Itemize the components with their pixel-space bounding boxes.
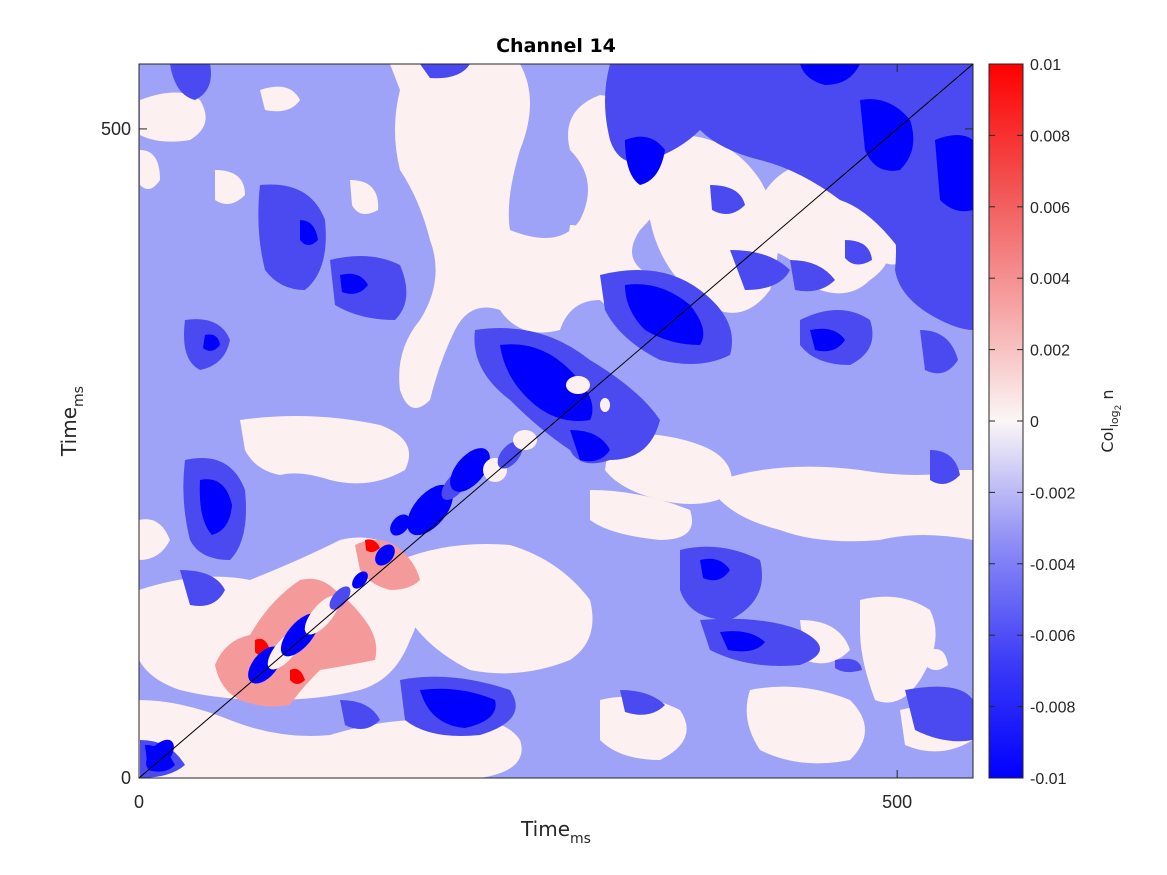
colorbar-tick-label: -0.002 (1030, 485, 1075, 502)
colorbar-tick-label: 0 (1030, 414, 1039, 431)
diag-blob (450, 448, 490, 492)
heatmap-dark-blue-regions (145, 64, 973, 772)
diag-blob (497, 441, 523, 469)
y-axis-ticks: 0 500 (101, 119, 973, 788)
colorbar-tick-label: 0.01 (1030, 57, 1061, 74)
x-tick-label: 500 (882, 792, 912, 812)
diag-blob (390, 514, 410, 536)
x-axis-label: Timems (520, 817, 591, 847)
heatmap-diagonal-structures (146, 376, 610, 771)
colorbar-tick-label: -0.008 (1030, 700, 1075, 717)
colorbar-tick-label: -0.004 (1030, 557, 1075, 574)
y-tick-label: 0 (121, 768, 131, 788)
diag-blob (566, 376, 590, 394)
identity-diagonal-line (139, 64, 973, 778)
diag-blob (600, 398, 610, 412)
colorbar-tick-label: 0.006 (1030, 200, 1070, 217)
colorbar-tick-label: -0.01 (1030, 771, 1067, 788)
plot-frame (138, 63, 974, 779)
y-tick-label: 500 (101, 119, 131, 139)
colorbar-tick-label: 0.008 (1030, 128, 1070, 145)
colorbar-tick-label: 0.004 (1030, 271, 1070, 288)
colorbar-label: Collog2 n (1098, 389, 1124, 452)
heatmap-plot (139, 64, 973, 778)
diag-blob (407, 484, 453, 536)
colorbar-tick-label: -0.006 (1030, 628, 1075, 645)
y-axis-label: Timems (57, 386, 87, 457)
colorbar-tick-label: 0.002 (1030, 343, 1070, 360)
x-axis-ticks: 0 500 (134, 64, 912, 812)
diag-blob (146, 739, 174, 771)
diag-blob (329, 586, 351, 610)
diag-blob (375, 544, 395, 566)
diag-blob (352, 571, 368, 589)
diag-blob (513, 430, 537, 450)
chart-title: Channel 14 (496, 35, 616, 57)
x-tick-label: 0 (134, 792, 144, 812)
colorbar-ticks: 0.01 0.008 0.006 0.004 0.002 0 -0.002 -0.004 -0.… (989, 57, 1075, 788)
